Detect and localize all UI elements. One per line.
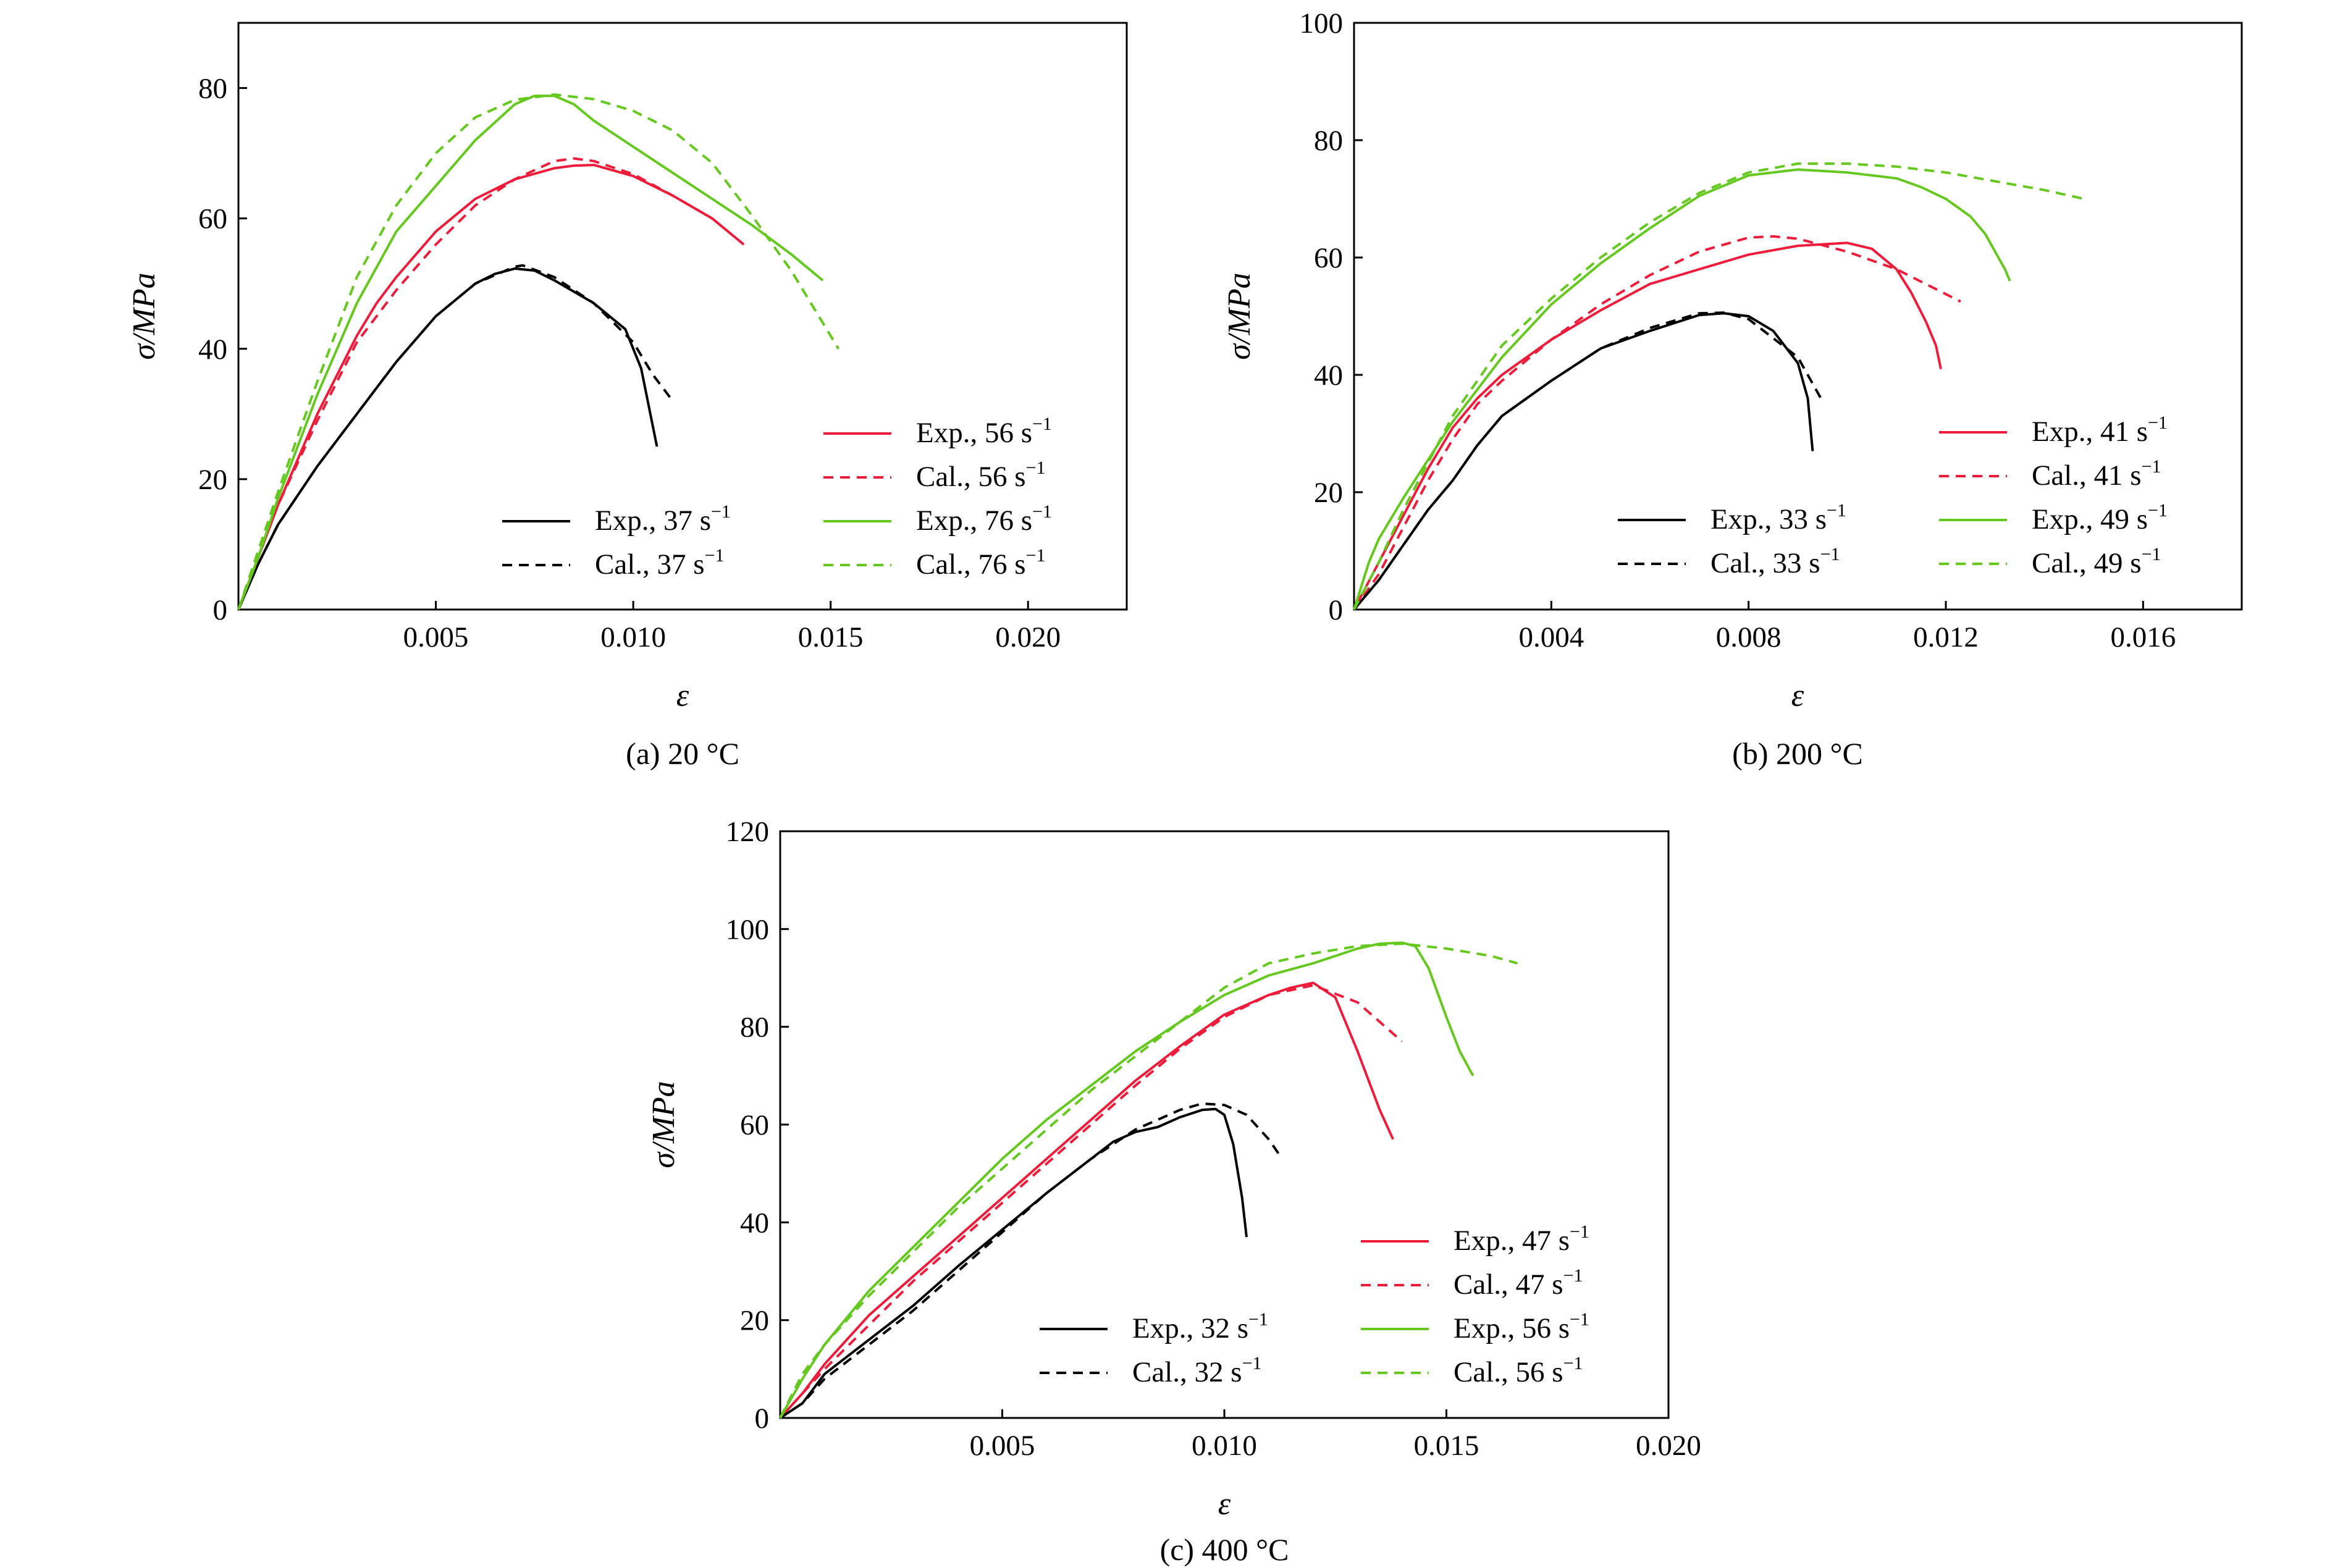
x-tick-label-b: 0.008: [1716, 621, 1782, 653]
legend-unit-a-5: −1: [1026, 545, 1046, 566]
legend-label-a-5: Cal., 76 s−1: [916, 545, 1045, 581]
y-tick-label-c: 80: [740, 1012, 769, 1044]
series-line-b-5: [1353, 162, 2084, 610]
chart-panel-c: σ/MPa ε (c) 400 °C 0.005 0.010 0.015 0.020 0…: [646, 816, 1701, 1567]
y-axis-label-c: σ/MPa: [646, 1081, 681, 1168]
series-line-b-1: [1353, 235, 1961, 611]
legend-unit-a-0: −1: [1032, 414, 1052, 434]
y-tick-label-a: 40: [198, 333, 227, 366]
legend-label-b-3: Cal., 33 s−1: [1710, 544, 1840, 579]
y-tick-label-b: 80: [1314, 125, 1343, 157]
x-tick-label-c: 0.010: [1192, 1430, 1257, 1462]
series-line-c-2: [779, 1107, 1248, 1419]
y-axis-label-a: σ/MPa: [127, 272, 162, 359]
y-tick-label-b: 100: [1300, 7, 1344, 40]
y-tick-label-c: 100: [726, 913, 770, 945]
y-tick-label-b: 0: [1329, 594, 1344, 626]
x-tick-label-c: 0.005: [970, 1430, 1035, 1462]
x-axis-label-b: ε: [1791, 678, 1804, 713]
x-tick-label-c: 0.020: [1636, 1430, 1701, 1462]
legend-unit-b-3: −1: [1820, 544, 1840, 564]
x-tick-label-a: 0.020: [995, 621, 1061, 653]
legend-unit-a-1: −1: [1026, 458, 1046, 478]
legend-label-a-3: Cal., 37 s−1: [595, 545, 724, 581]
legend-label-a-0: Exp., 56 s−1: [916, 414, 1052, 449]
series-line-c-0: [779, 981, 1395, 1419]
series-line-b-4: [1353, 168, 2011, 610]
legend-label-c-3: Cal., 32 s−1: [1132, 1353, 1261, 1388]
series-line-b-3: [1353, 311, 1824, 611]
x-tick-label-b: 0.016: [2110, 621, 2176, 653]
y-tick-label-c: 20: [740, 1305, 769, 1337]
series-line-a-1: [237, 157, 713, 610]
x-tick-label-b: 0.004: [1518, 621, 1584, 653]
legend-unit-c-0: −1: [1570, 1222, 1589, 1242]
legend-unit-b-5: −1: [2142, 544, 2161, 564]
y-tick-label-a: 20: [198, 464, 227, 496]
legend-label-c-5: Cal., 56 s−1: [1454, 1353, 1583, 1388]
y-tick-label-b: 60: [1314, 242, 1343, 274]
legend-unit-b-2: −1: [1827, 500, 1846, 521]
caption-c: (c) 400 °C: [1160, 1532, 1289, 1567]
legend-unit-c-2: −1: [1248, 1309, 1268, 1330]
plot-frame-a: [237, 22, 1128, 611]
y-tick-label-b: 40: [1314, 359, 1343, 392]
legend-unit-a-3: −1: [705, 545, 725, 566]
y-tick-label-c: 40: [740, 1207, 769, 1239]
y-tick-label-c: 60: [740, 1109, 769, 1141]
legend-label-c-4: Exp., 56 s−1: [1454, 1309, 1589, 1344]
x-tick-label-b: 0.012: [1913, 621, 1979, 653]
y-tick-label-a: 60: [198, 203, 227, 235]
legend-label-a-1: Cal., 56 s−1: [916, 458, 1045, 493]
caption-b: (b) 200 °C: [1732, 736, 1863, 771]
chart-panel-b: σ/MPa ε (b) 200 °C 0.004 0.008 0.012 0.016 0…: [1222, 7, 2243, 771]
legend-label-c-1: Cal., 47 s−1: [1454, 1265, 1583, 1301]
series-line-c-1: [779, 984, 1403, 1419]
legend-unit-c-1: −1: [1563, 1265, 1583, 1286]
y-tick-label-c: 0: [755, 1402, 770, 1435]
series-line-a-5: [237, 93, 840, 610]
legend-unit-b-1: −1: [2142, 456, 2161, 477]
series-line-c-4: [779, 941, 1475, 1419]
x-tick-label-a: 0.005: [403, 621, 469, 653]
x-tick-label-a: 0.015: [798, 621, 864, 653]
y-axis-label-b: σ/MPa: [1222, 272, 1257, 359]
legend-unit-b-4: −1: [2148, 500, 2168, 521]
legend-unit-c-5: −1: [1563, 1353, 1583, 1373]
legend-label-b-1: Cal., 41 s−1: [2032, 456, 2161, 492]
legend-label-b-5: Cal., 49 s−1: [2032, 544, 2161, 579]
x-axis-label-a: ε: [676, 678, 689, 713]
legend-unit-b-0: −1: [2148, 413, 2168, 433]
legend-label-b-4: Exp., 49 s−1: [2032, 500, 2168, 535]
series-line-a-3: [237, 264, 674, 610]
y-tick-label-b: 20: [1314, 477, 1343, 509]
y-tick-label-c: 120: [726, 816, 770, 848]
y-tick-label-a: 0: [213, 594, 228, 626]
legend-unit-c-4: −1: [1570, 1309, 1589, 1330]
series-line-c-3: [779, 1102, 1284, 1419]
series-line-b-0: [1353, 241, 1942, 610]
legend-label-a-2: Exp., 37 s−1: [595, 501, 731, 537]
series-line-c-5: [779, 942, 1518, 1419]
legend-label-b-0: Exp., 41 s−1: [2032, 413, 2168, 448]
plot-frame-b: [1353, 22, 2243, 611]
legend-unit-c-3: −1: [1242, 1353, 1262, 1373]
x-tick-label-c: 0.015: [1414, 1430, 1479, 1462]
legend-label-c-0: Exp., 47 s−1: [1454, 1222, 1589, 1257]
y-tick-label-a: 80: [198, 73, 227, 105]
legend-label-a-4: Exp., 76 s−1: [916, 501, 1052, 537]
x-axis-label-c: ε: [1218, 1486, 1231, 1522]
caption-a: (a) 20 °C: [626, 736, 739, 771]
chart-panel-a: σ/MPa ε (a) 20 °C 0.005 0.010 0.015 0.020 0 2…: [127, 22, 1128, 771]
legend-unit-a-2: −1: [711, 501, 731, 522]
legend-label-b-2: Exp., 33 s−1: [1710, 500, 1846, 535]
series-line-a-0: [237, 164, 745, 610]
legend-unit-a-4: −1: [1032, 501, 1052, 522]
x-tick-label-a: 0.010: [600, 621, 666, 653]
legend-label-c-2: Exp., 32 s−1: [1132, 1309, 1268, 1344]
series-line-a-4: [237, 94, 824, 610]
